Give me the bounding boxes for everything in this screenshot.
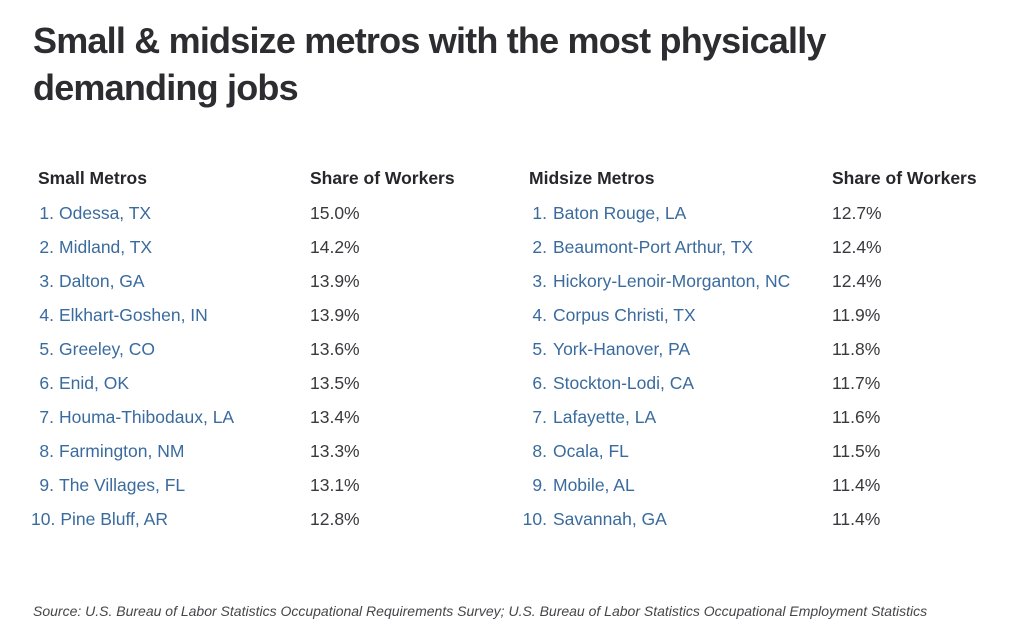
table-row: 10. Pine Bluff, AR 12.8% xyxy=(31,502,506,536)
rank-label: 3. xyxy=(39,271,54,291)
share-value: 11.5% xyxy=(832,441,881,461)
source-attribution: Source: U.S. Bureau of Labor Statistics … xyxy=(33,603,928,619)
table-row: 5. Greeley, CO 13.6% xyxy=(31,332,506,366)
table-row: 7. Houma-Thibodaux, LA 13.4% xyxy=(31,400,506,434)
small-metros-table: Small Metros Share of Workers 1. Odessa, … xyxy=(31,167,506,536)
table-row: 4. Elkhart-Goshen, IN 13.9% xyxy=(31,298,506,332)
table-row: 10. Savannah, GA 11.4% xyxy=(522,502,1012,536)
rank-label: 8. xyxy=(39,441,54,461)
rank-label: 2. xyxy=(532,237,547,257)
share-value: 13.4% xyxy=(310,407,360,427)
rank-label: 6. xyxy=(39,373,54,393)
metro-name: Farmington, NM xyxy=(59,441,185,461)
rank-label: 5. xyxy=(39,339,54,359)
table-row: 6. Stockton-Lodi, CA 11.7% xyxy=(522,366,1012,400)
share-value: 12.7% xyxy=(832,203,882,223)
rank-label: 4. xyxy=(39,305,54,325)
metro-name: York-Hanover, PA xyxy=(553,339,691,359)
share-value: 15.0% xyxy=(310,203,360,223)
table-row: 8. Farmington, NM 13.3% xyxy=(31,434,506,468)
share-value: 12.8% xyxy=(310,509,360,529)
column-header-share-of-workers: Share of Workers xyxy=(310,168,455,188)
table-row: 9. Mobile, AL 11.4% xyxy=(522,468,1012,502)
metro-name: Stockton-Lodi, CA xyxy=(553,373,695,393)
share-value: 13.9% xyxy=(310,271,360,291)
share-value: 12.4% xyxy=(832,237,882,257)
share-value: 11.8% xyxy=(832,339,881,359)
share-value: 13.9% xyxy=(310,305,360,325)
metro-name: Lafayette, LA xyxy=(553,407,657,427)
column-header-small-metros: Small Metros xyxy=(38,168,147,188)
small-metros-table-body: 1. Odessa, TX 15.0% 2. Midland, TX 14.2% 3… xyxy=(31,196,506,536)
table-row: 9. The Villages, FL 13.1% xyxy=(31,468,506,502)
table-row: 1. Baton Rouge, LA 12.7% xyxy=(522,196,1012,230)
metro-name: Beaumont-Port Arthur, TX xyxy=(553,237,754,257)
table-row: 3. Dalton, GA 13.9% xyxy=(31,264,506,298)
table-row: 4. Corpus Christi, TX 11.9% xyxy=(522,298,1012,332)
metro-name: Midland, TX xyxy=(59,237,153,257)
column-header-midsize-metros: Midsize Metros xyxy=(529,168,655,188)
rank-label: 6. xyxy=(532,373,547,393)
metro-name: Savannah, GA xyxy=(553,509,667,529)
metro-name: Corpus Christi, TX xyxy=(553,305,696,325)
rank-label: 7. xyxy=(532,407,547,427)
rank-label: 1. xyxy=(39,203,54,223)
metro-name: Baton Rouge, LA xyxy=(553,203,687,223)
share-value: 13.6% xyxy=(310,339,360,359)
table-row: 2. Beaumont-Port Arthur, TX 12.4% xyxy=(522,230,1012,264)
chart-title-line2: demanding jobs xyxy=(33,67,299,108)
share-value: 11.4% xyxy=(832,475,881,495)
share-value: 14.2% xyxy=(310,237,360,257)
share-value: 11.6% xyxy=(832,407,881,427)
chart-title: Small & midsize metros with the most phy… xyxy=(33,17,1013,111)
metro-name: Hickory-Lenoir-Morganton, NC xyxy=(553,271,791,291)
rank-label: 10. xyxy=(31,509,56,529)
metro-name: Odessa, TX xyxy=(59,203,152,223)
rank-label: 5. xyxy=(532,339,547,359)
share-value: 11.4% xyxy=(832,509,881,529)
rank-label: 7. xyxy=(39,407,54,427)
metro-name: Houma-Thibodaux, LA xyxy=(59,407,235,427)
metro-name: The Villages, FL xyxy=(59,475,186,495)
midsize-metros-table-body: 1. Baton Rouge, LA 12.7% 2. Beaumont-Port … xyxy=(522,196,1012,536)
table-row: 5. York-Hanover, PA 11.8% xyxy=(522,332,1012,366)
chart-title-line1: Small & midsize metros with the most phy… xyxy=(33,20,826,61)
share-value: 13.3% xyxy=(310,441,360,461)
rank-label: 4. xyxy=(532,305,547,325)
table-row: 3. Hickory-Lenoir-Morganton, NC 12.4% xyxy=(522,264,1012,298)
small-metros-table-header: Small Metros Share of Workers xyxy=(31,167,506,189)
share-value: 13.1% xyxy=(310,475,360,495)
table-row: 7. Lafayette, LA 11.6% xyxy=(522,400,1012,434)
midsize-metros-table: Midsize Metros Share of Workers 1. Baton … xyxy=(522,167,1012,536)
rank-label: 9. xyxy=(39,475,54,495)
share-value: 13.5% xyxy=(310,373,360,393)
metro-name: Pine Bluff, AR xyxy=(60,509,168,529)
share-value: 11.9% xyxy=(832,305,881,325)
table-row: 2. Midland, TX 14.2% xyxy=(31,230,506,264)
column-header-share-of-workers: Share of Workers xyxy=(832,168,977,188)
share-value: 11.7% xyxy=(832,373,881,393)
metro-name: Dalton, GA xyxy=(59,271,145,291)
metro-name: Mobile, AL xyxy=(553,475,635,495)
table-row: 6. Enid, OK 13.5% xyxy=(31,366,506,400)
table-row: 8. Ocala, FL 11.5% xyxy=(522,434,1012,468)
rank-label: 8. xyxy=(532,441,547,461)
rank-label: 2. xyxy=(39,237,54,257)
rank-label: 10. xyxy=(522,509,547,529)
share-value: 12.4% xyxy=(832,271,882,291)
metro-name: Ocala, FL xyxy=(553,441,629,461)
metro-name: Elkhart-Goshen, IN xyxy=(59,305,208,325)
table-row: 1. Odessa, TX 15.0% xyxy=(31,196,506,230)
metro-name: Greeley, CO xyxy=(59,339,155,359)
metro-name: Enid, OK xyxy=(59,373,130,393)
rank-label: 9. xyxy=(532,475,547,495)
rank-label: 3. xyxy=(532,271,547,291)
rank-label: 1. xyxy=(532,203,547,223)
midsize-metros-table-header: Midsize Metros Share of Workers xyxy=(522,167,1012,189)
